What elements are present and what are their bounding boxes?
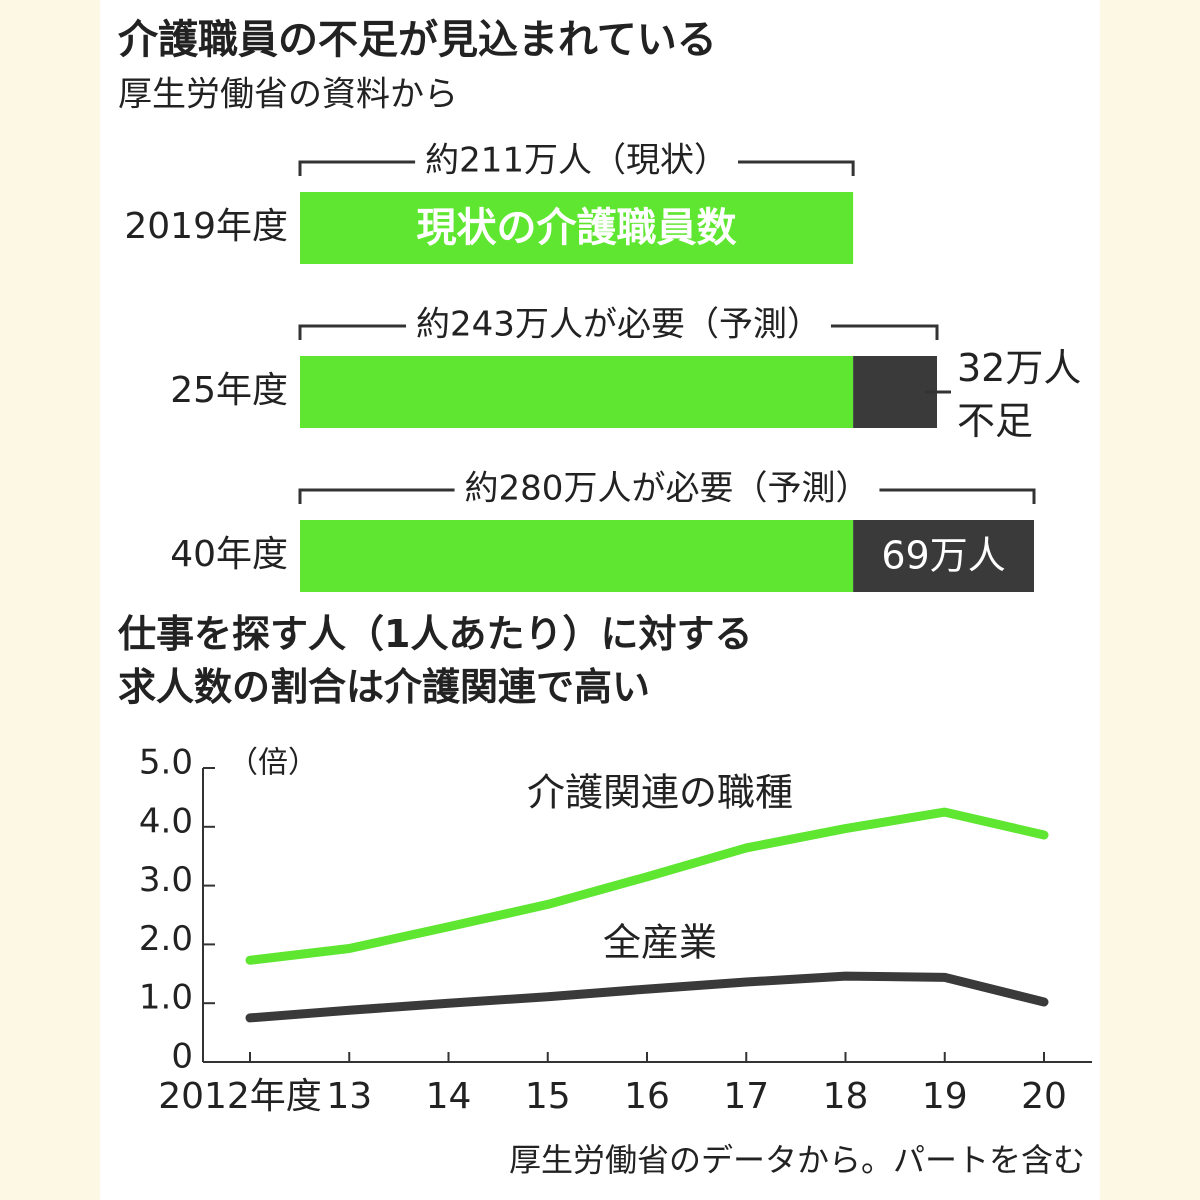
category-label: 25年度 [170,370,288,411]
x-tick-label: 2012年度 [158,1076,322,1117]
x-tick-label: 18 [823,1076,869,1117]
category-label: 2019年度 [124,206,288,247]
x-tick-label: 17 [723,1076,769,1117]
series-line [245,971,1049,1023]
x-tick-label: 16 [624,1076,670,1117]
value-label: 32万人不足 [957,346,1081,443]
y-tick-label: 2.0 [139,919,193,959]
x-tick-label: 13 [326,1076,372,1117]
y-tick-label: 4.0 [139,801,193,841]
bar-chart-title: 介護職員の不足が見込まれている [118,17,717,63]
total-label: 約243万人が必要（予測） [416,305,821,345]
bar-segment [300,192,854,264]
total-label: 約280万人が必要（予測） [465,469,870,509]
y-unit: （倍） [228,746,318,781]
y-tick-label: 5.0 [139,743,193,783]
bar-segment [300,356,854,428]
series-label: 介護関連の職種 [527,771,793,815]
source-note: 厚生労働省のデータから。パートを含む [509,1141,1085,1179]
x-tick-label: 20 [1021,1076,1067,1117]
line-chart-title: 仕事を探す人（1人あたり）に対する求人数の割合は介護関連で高い [118,612,752,709]
y-tick-label: 1.0 [139,978,193,1018]
x-tick-label: 15 [525,1076,571,1117]
series-label: 全産業 [603,921,717,965]
total-label: 約211万人（現状） [425,141,728,181]
x-tick-label: 14 [426,1076,472,1117]
value-label: 69万人 [881,534,1005,578]
bar-segment [300,520,854,592]
series-name-label: 現状の介護職員数 [417,205,737,251]
y-tick-label: 0 [171,1037,193,1077]
bar-chart-subtitle: 厚生労働省の資料から [118,75,458,115]
x-tick-label: 19 [922,1076,968,1117]
category-label: 40年度 [170,534,288,575]
y-tick-label: 3.0 [139,860,193,900]
series-line [245,807,1049,965]
total-label-bg [406,304,831,345]
total-label-bg [415,140,739,181]
bar-segment [853,520,1034,592]
bar-segment [853,356,938,428]
total-label-bg [454,468,880,509]
